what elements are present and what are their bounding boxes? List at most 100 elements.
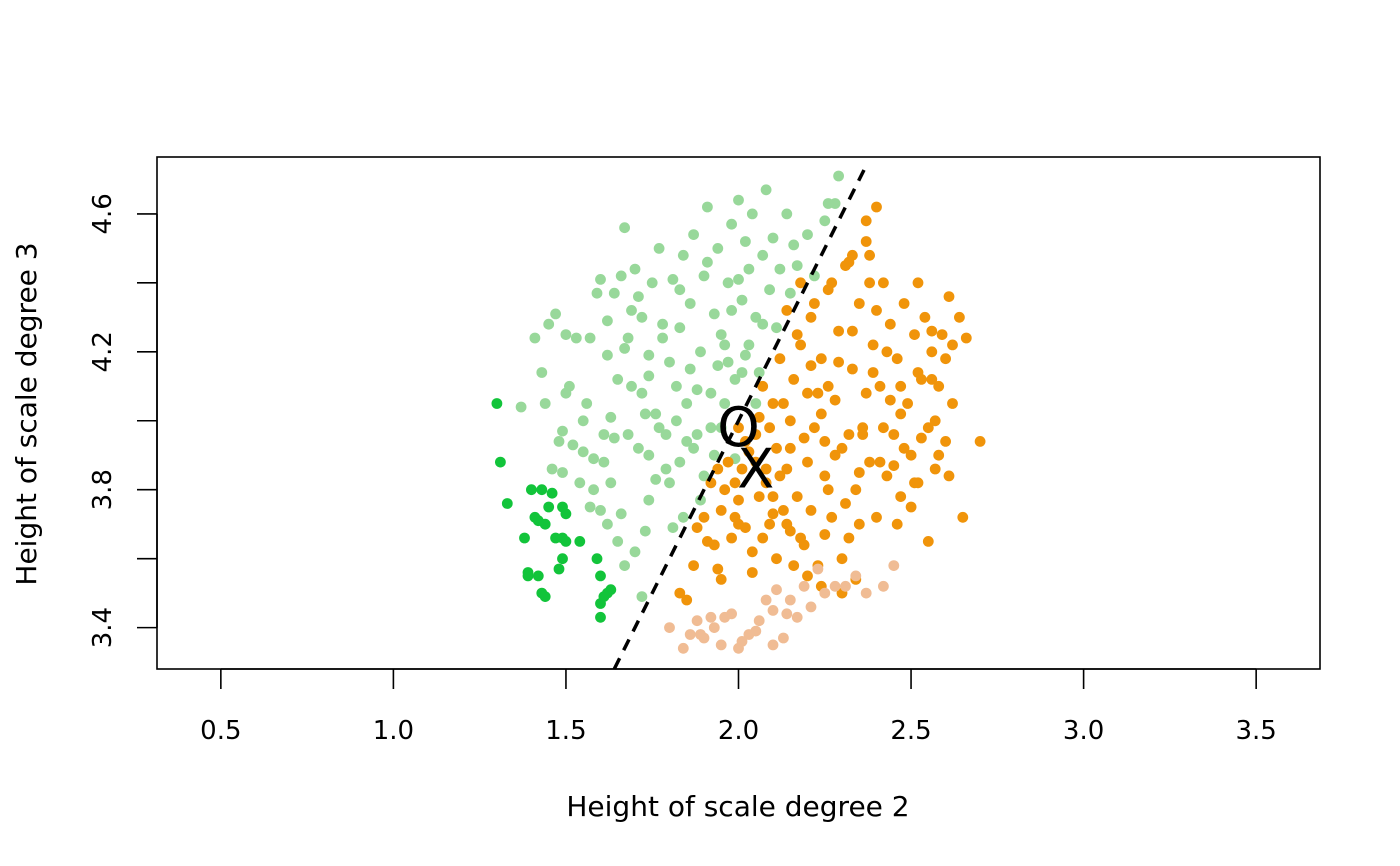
data-point bbox=[639, 408, 651, 420]
data-point bbox=[805, 601, 817, 613]
y-tick-label: 3.8 bbox=[88, 469, 118, 510]
data-point bbox=[715, 639, 727, 651]
data-point bbox=[819, 436, 831, 447]
data-point bbox=[698, 470, 710, 482]
data-point bbox=[947, 398, 958, 409]
data-point bbox=[850, 484, 862, 496]
data-point bbox=[798, 432, 810, 444]
data-point bbox=[712, 243, 724, 254]
data-point bbox=[884, 318, 896, 330]
data-point bbox=[891, 518, 903, 530]
data-point bbox=[805, 311, 817, 323]
data-point bbox=[784, 287, 796, 299]
data-point bbox=[574, 536, 586, 547]
data-point bbox=[933, 380, 945, 392]
data-point bbox=[929, 463, 941, 475]
data-point bbox=[491, 398, 503, 409]
data-point bbox=[688, 442, 699, 454]
data-point bbox=[767, 491, 779, 502]
data-point bbox=[909, 477, 920, 489]
data-point bbox=[895, 380, 907, 392]
data-point bbox=[608, 287, 620, 299]
data-point bbox=[815, 353, 827, 365]
data-point bbox=[791, 260, 803, 271]
data-point bbox=[615, 508, 627, 520]
data-point bbox=[560, 329, 572, 340]
data-point bbox=[819, 470, 831, 482]
data-point bbox=[674, 322, 686, 334]
data-point bbox=[750, 429, 762, 440]
data-point bbox=[840, 580, 851, 592]
data-point bbox=[495, 456, 506, 468]
y-tick-label: 3.4 bbox=[88, 607, 118, 648]
data-point bbox=[926, 325, 938, 337]
data-point bbox=[598, 456, 610, 468]
data-point bbox=[947, 339, 958, 351]
data-point bbox=[629, 546, 641, 558]
data-point bbox=[636, 591, 648, 602]
x-tick-label: 0.5 bbox=[200, 716, 241, 746]
data-point bbox=[805, 505, 817, 516]
data-point bbox=[753, 491, 765, 502]
data-point bbox=[746, 546, 758, 558]
data-point bbox=[912, 277, 924, 289]
data-point bbox=[688, 560, 699, 571]
data-point bbox=[643, 370, 655, 382]
data-point bbox=[736, 636, 748, 647]
data-point bbox=[719, 484, 731, 496]
data-point bbox=[626, 380, 637, 392]
data-point bbox=[740, 236, 751, 247]
data-point bbox=[840, 498, 851, 509]
data-point bbox=[753, 367, 765, 378]
data-point bbox=[733, 194, 744, 206]
data-point bbox=[922, 536, 934, 547]
data-point bbox=[539, 518, 551, 530]
data-point bbox=[712, 360, 724, 371]
points-layer bbox=[491, 170, 986, 654]
data-point bbox=[705, 387, 717, 399]
data-point bbox=[698, 270, 710, 282]
data-point bbox=[726, 218, 737, 230]
data-point bbox=[715, 505, 727, 516]
data-point bbox=[819, 587, 831, 599]
data-point bbox=[829, 394, 841, 406]
data-point bbox=[864, 456, 875, 468]
data-point bbox=[722, 356, 734, 368]
data-point bbox=[954, 311, 965, 323]
data-point bbox=[591, 287, 603, 299]
data-point bbox=[826, 511, 838, 523]
data-point bbox=[653, 422, 665, 434]
data-point bbox=[940, 436, 951, 447]
data-point bbox=[764, 284, 775, 296]
data-point bbox=[622, 429, 634, 440]
data-point bbox=[532, 570, 544, 582]
data-point bbox=[733, 422, 744, 434]
data-point bbox=[857, 429, 869, 440]
data-point bbox=[764, 518, 775, 530]
data-point bbox=[629, 263, 641, 275]
y-tick-label: 4.2 bbox=[88, 331, 118, 372]
y-axis: 3.4 3.8 4.2 4.6 bbox=[88, 193, 158, 648]
data-point bbox=[664, 622, 675, 633]
data-point bbox=[702, 201, 713, 213]
data-point bbox=[957, 511, 969, 523]
data-point bbox=[588, 484, 599, 496]
data-point bbox=[860, 236, 872, 247]
data-point bbox=[815, 408, 827, 420]
data-point bbox=[847, 325, 858, 337]
data-point bbox=[753, 615, 765, 627]
data-point bbox=[898, 298, 910, 309]
data-point bbox=[653, 243, 665, 254]
data-point bbox=[598, 429, 610, 440]
data-point bbox=[684, 298, 696, 309]
data-point bbox=[602, 518, 613, 530]
data-point bbox=[909, 329, 920, 340]
data-point bbox=[684, 363, 696, 375]
data-point bbox=[853, 518, 865, 530]
data-point bbox=[722, 456, 734, 468]
data-point bbox=[833, 325, 844, 337]
data-point bbox=[736, 367, 748, 378]
data-point bbox=[674, 284, 686, 296]
data-point bbox=[943, 470, 955, 482]
data-point bbox=[664, 356, 675, 368]
